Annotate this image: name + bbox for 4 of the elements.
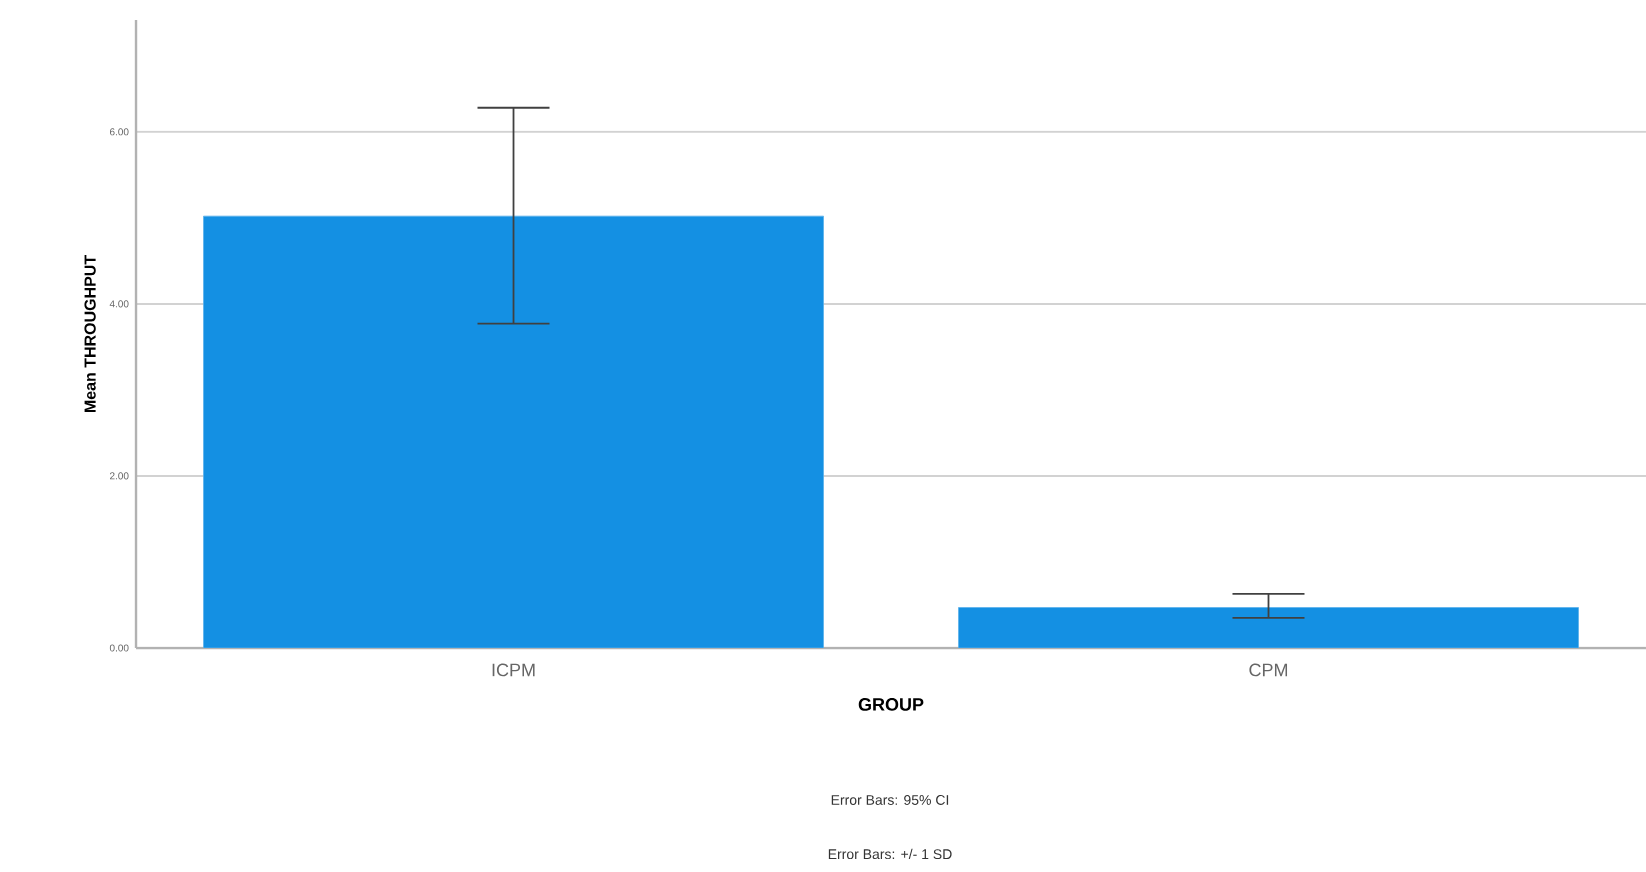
x-tick-label: CPM [1249,663,1288,677]
x-axis-title: GROUP [858,698,924,711]
y-axis-title: Mean THROUGHPUT [84,255,96,413]
x-tick-label: ICPM [492,663,535,677]
